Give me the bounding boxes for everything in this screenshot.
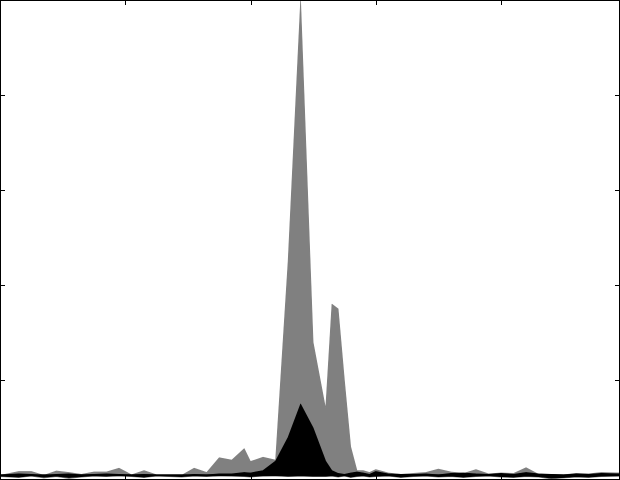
series-layer [0, 0, 620, 480]
area-chart [0, 0, 620, 480]
